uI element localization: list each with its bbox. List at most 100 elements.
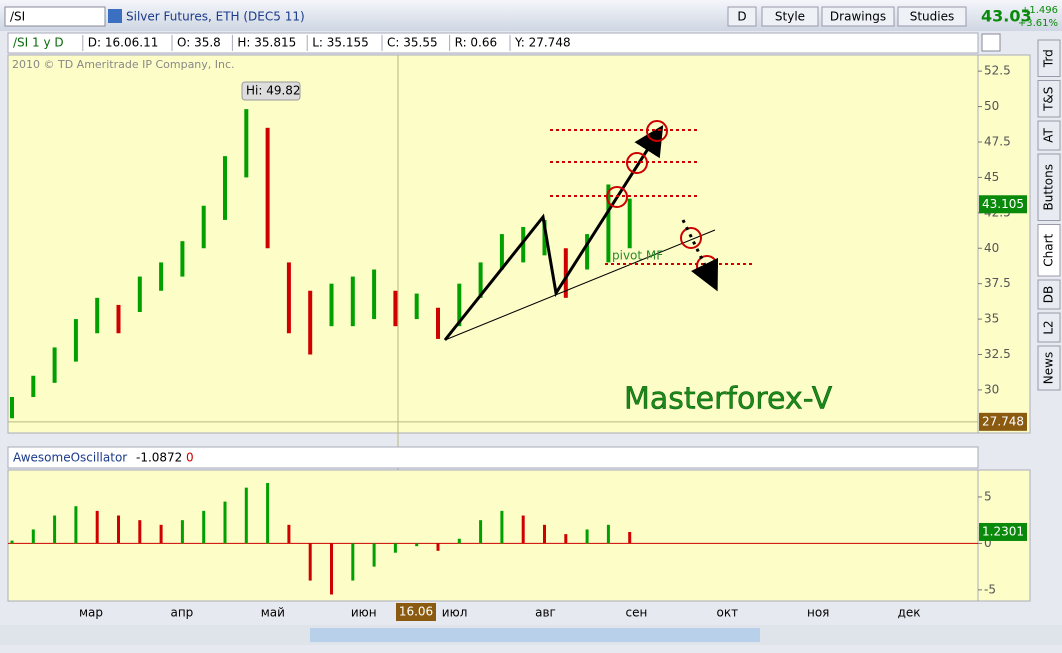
price-bar	[244, 109, 249, 178]
toolbar-button-label[interactable]: Style	[775, 10, 805, 24]
y-tick-label: 0	[984, 536, 992, 550]
side-tab-label[interactable]: Trd	[1042, 49, 1056, 68]
toolbar-button-label[interactable]: Drawings	[830, 10, 886, 24]
price-bar	[201, 205, 206, 249]
toolbar-button-label[interactable]: Studies	[910, 10, 955, 24]
hi-label: Hi: 49.82	[246, 84, 301, 98]
price-bar	[180, 241, 185, 277]
osc-bar	[223, 501, 227, 544]
toolbar-button-label[interactable]: D	[737, 10, 746, 24]
osc-bar	[521, 515, 525, 544]
osc-panel	[7, 469, 1031, 602]
side-tab-label[interactable]: Chart	[1042, 233, 1056, 266]
month-label: июл	[442, 606, 468, 620]
side-tab-label[interactable]: News	[1042, 352, 1056, 384]
price-bar	[10, 397, 14, 419]
side-tab-label[interactable]: DB	[1042, 286, 1056, 303]
osc-bar	[202, 510, 206, 544]
side-tab[interactable]	[1037, 345, 1061, 391]
symbol[interactable]: /SI	[10, 10, 25, 24]
price-bar	[521, 226, 526, 263]
toolbar-button[interactable]	[821, 6, 895, 27]
price-bar	[52, 347, 57, 383]
side-tab[interactable]	[1037, 279, 1061, 310]
side-tab-label[interactable]: Buttons	[1042, 164, 1056, 210]
month-label: дек	[898, 606, 921, 620]
osc-bar	[10, 540, 14, 544]
info-field: L: 35.155	[312, 36, 369, 50]
price-bar	[223, 156, 227, 220]
last-price-box	[979, 195, 1027, 214]
cursor-date: 16.06	[399, 605, 433, 619]
side-tab-label[interactable]: T&S	[1042, 87, 1056, 112]
osc-bar	[500, 510, 504, 544]
side-tab[interactable]	[1037, 39, 1061, 77]
month-label: июн	[351, 606, 377, 620]
side-tab-label[interactable]: AT	[1042, 128, 1056, 143]
y-tick-label: 40	[984, 241, 999, 255]
osc-bar	[585, 529, 589, 544]
price-bar	[563, 248, 568, 298]
month-label: авг	[535, 606, 556, 620]
price-bar	[116, 304, 121, 334]
y-tick-label: 45	[984, 170, 999, 184]
info-field: O: 35.8	[177, 36, 221, 50]
toolbar-button[interactable]	[897, 6, 967, 27]
osc-bar	[330, 543, 333, 595]
description: Silver Futures, ETH (DEC5 11)	[126, 10, 305, 24]
info-field: D: 16.06.11	[88, 36, 159, 50]
price-bar	[73, 319, 78, 362]
osc-bar	[180, 520, 184, 544]
target-circle	[606, 186, 628, 208]
y-tick-label: 32.5	[984, 347, 1011, 361]
copyright: 2010 © TD Ameritrade IP Company, Inc.	[12, 58, 235, 71]
price-bar	[606, 184, 611, 263]
osc-bar	[266, 483, 270, 544]
y-tick-label: 47.5	[984, 134, 1011, 148]
y-tick-label: 37.5	[984, 276, 1011, 290]
side-tab[interactable]	[1037, 312, 1061, 343]
month-label: май	[261, 606, 285, 620]
info-field: H: 35.815	[237, 36, 296, 50]
price-bar	[372, 269, 377, 320]
side-tab[interactable]	[1037, 120, 1061, 151]
osc-bar	[117, 515, 120, 544]
y-tick-label: -5	[984, 582, 996, 596]
chart-settings[interactable]	[981, 33, 1001, 52]
pivot-label: pivot MF	[612, 249, 663, 263]
month-label: ноя	[807, 606, 829, 620]
toolbar-button[interactable]	[761, 6, 819, 27]
side-tab-label[interactable]: L2	[1042, 320, 1056, 334]
hi-label-box	[241, 81, 301, 101]
y-tick-label: 50	[984, 99, 999, 113]
last-price: 43.03	[981, 7, 1032, 26]
symbol-icon	[108, 9, 122, 23]
change-pct: +3.61%	[1018, 18, 1058, 29]
toolbar-button[interactable]	[727, 6, 757, 27]
side-tab[interactable]	[1037, 80, 1061, 118]
price-bar	[478, 262, 483, 298]
price-bar	[627, 198, 632, 249]
osc-bar	[457, 538, 461, 544]
scroll-thumb[interactable]	[310, 628, 760, 642]
annotations	[443, 120, 752, 341]
osc-bar	[564, 534, 568, 544]
osc-bar	[543, 524, 546, 544]
info-field: R: 0.66	[455, 36, 498, 50]
price-bar	[457, 283, 462, 327]
y-tick-label: 30	[984, 382, 999, 396]
symbol-box[interactable]	[4, 6, 106, 27]
change: +1.496	[1021, 5, 1058, 16]
month-label: окт	[717, 606, 739, 620]
osc-bar	[159, 524, 163, 544]
side-tab[interactable]	[1037, 153, 1061, 221]
last-price-label: 43.105	[982, 197, 1024, 211]
y-tick-label: 52.5	[984, 64, 1011, 78]
month-label: мар	[79, 606, 103, 620]
target-circle	[646, 120, 668, 142]
price-bar	[159, 262, 164, 291]
price-bar	[414, 293, 419, 320]
side-tab[interactable]	[1037, 224, 1061, 277]
